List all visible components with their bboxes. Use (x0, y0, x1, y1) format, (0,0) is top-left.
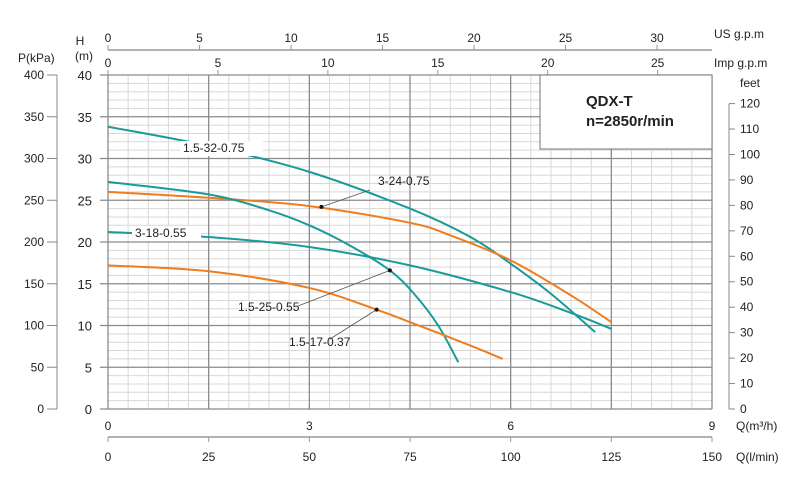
imp-gpm-tick-label: 10 (321, 56, 335, 70)
h-axis-label: H (76, 34, 85, 48)
p-tick-label: 250 (24, 193, 44, 207)
feet-axis-label: feet (740, 76, 761, 90)
label-background (132, 226, 201, 241)
curve-label: 1.5-25-0.55 (238, 300, 300, 314)
h-tick-label: 30 (78, 152, 92, 167)
curve-label: 1.5-17-0.37 (289, 335, 351, 349)
label-background (180, 141, 263, 156)
p-tick-label: 200 (24, 235, 44, 249)
h-tick-label: 25 (78, 193, 92, 208)
h-tick-label: 40 (78, 68, 92, 83)
h-tick-label: 15 (78, 277, 92, 292)
h-tick-label: 20 (78, 235, 92, 250)
lpm-tick-label: 25 (202, 450, 216, 464)
title-box: QDX-T n=2850r/min (539, 74, 713, 150)
curve-label: 1.5-32-0.75 (183, 141, 245, 155)
h-tick-label: 35 (78, 110, 92, 125)
m3h-axis-label: Q(m³/h) (736, 419, 777, 433)
curve-marker (374, 307, 379, 312)
p-tick-label: 150 (24, 277, 44, 291)
grid (100, 74, 713, 410)
lpm-tick-label: 75 (403, 450, 417, 464)
lpm-axis-label: Q(l/min) (736, 450, 779, 464)
h-tick-label: 10 (78, 319, 92, 334)
us-gpm-tick-label: 5 (196, 31, 203, 45)
imp-gpm-tick-label: 20 (541, 56, 555, 70)
h-tick-label: 5 (85, 360, 92, 375)
m3h-tick-label: 0 (105, 419, 112, 433)
lpm-tick-label: 150 (702, 450, 722, 464)
feet-tick-label: 50 (740, 275, 754, 289)
p-tick-label: 400 (24, 68, 44, 82)
feet-tick-label: 100 (740, 147, 760, 161)
h-axis-unit: (m) (75, 49, 93, 63)
curve-label: 3-24-0.75 (378, 174, 430, 188)
feet-tick-label: 70 (740, 224, 754, 238)
curve-labels: 1.5-32-0.75 3-24-0.75 3-18-0.55 1.5-25-0.55… (132, 141, 430, 349)
chart-subtitle: n=2850r/min (586, 113, 674, 130)
curve-1.5-17-0.37 (107, 264, 503, 360)
m3h-tick-label: 3 (306, 419, 313, 433)
curve-marker (319, 204, 324, 209)
feet-tick-label: 120 (740, 97, 760, 111)
curve-3-24-0.75 (107, 190, 612, 323)
chart-title: QDX-T (586, 93, 633, 110)
lpm-tick-label: 0 (105, 450, 112, 464)
feet-tick-label: 20 (740, 351, 754, 365)
p-axis-label: P(kPa) (18, 51, 55, 65)
us-gpm-tick-label: 25 (559, 31, 573, 45)
p-tick-label: 0 (37, 402, 44, 416)
feet-tick-label: 40 (740, 300, 754, 314)
us-gpm-tick-label: 0 (105, 31, 112, 45)
leader-line (297, 270, 391, 307)
feet-tick-label: 60 (740, 249, 754, 263)
curve-label: 3-18-0.55 (135, 226, 187, 240)
p-tick-label: 350 (24, 110, 44, 124)
feet-tick-label: 80 (740, 198, 754, 212)
us-gpm-tick-label: 20 (467, 31, 481, 45)
feet-tick-label: 0 (740, 402, 747, 416)
leader-line (329, 309, 377, 340)
curve-3-18-0.55 (107, 230, 612, 330)
axes: 0510152025303540050100150200250300350400… (24, 31, 760, 464)
curves (107, 125, 612, 363)
m3h-tick-label: 9 (709, 419, 716, 433)
p-tick-label: 50 (31, 360, 45, 374)
lpm-tick-label: 50 (303, 450, 317, 464)
us-gpm-tick-label: 10 (284, 31, 298, 45)
curve-1.5-25-0.55 (107, 180, 460, 363)
p-tick-label: 300 (24, 152, 44, 166)
imp-gpm-tick-label: 0 (105, 56, 112, 70)
feet-tick-label: 30 (740, 326, 754, 340)
lpm-tick-label: 100 (501, 450, 521, 464)
us-gpm-tick-label: 30 (650, 31, 664, 45)
imp-gpm-tick-label: 5 (215, 56, 222, 70)
imp-gpm-tick-label: 15 (431, 56, 445, 70)
h-tick-label: 0 (85, 402, 92, 417)
lpm-tick-label: 125 (601, 450, 621, 464)
p-tick-label: 100 (24, 319, 44, 333)
feet-tick-label: 10 (740, 377, 754, 391)
leader-line (321, 189, 371, 208)
imp-gpm-tick-label: 25 (651, 56, 665, 70)
feet-tick-label: 110 (740, 122, 759, 136)
feet-tick-label: 90 (740, 173, 754, 187)
us-gpm-label: US g.p.m (714, 27, 764, 41)
curve-marker (387, 268, 392, 273)
us-gpm-tick-label: 15 (376, 31, 390, 45)
m3h-tick-label: 6 (507, 419, 514, 433)
imp-gpm-label: Imp g.p.m (714, 56, 767, 70)
